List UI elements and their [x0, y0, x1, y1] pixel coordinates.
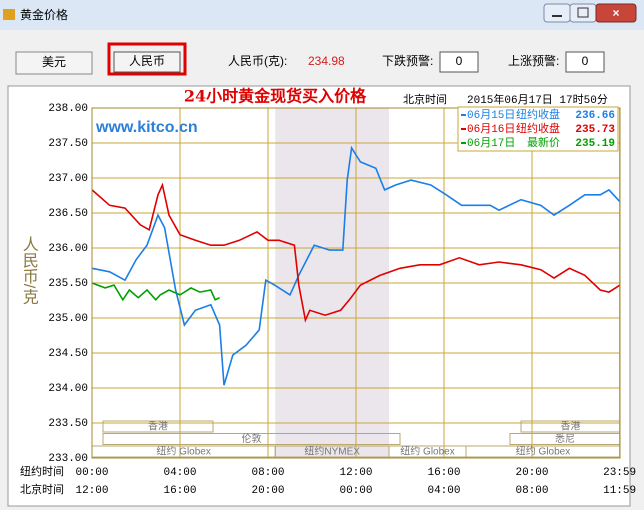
x-tick-label: 23:59 [603, 467, 636, 479]
minimize-button[interactable] [543, 3, 571, 23]
app-icon [3, 9, 15, 20]
session-label: 纽约 Globex [400, 445, 454, 458]
x2-tick-label: 04:00 [427, 485, 460, 497]
price-line [91, 282, 220, 302]
plot-frame [91, 107, 621, 459]
up-alert-value: 0 [582, 54, 589, 68]
legend-name: 06月15日 [467, 109, 515, 122]
close-button[interactable] [595, 3, 637, 23]
legend-label: 纽约收盘 [516, 107, 560, 122]
legend-name: 06月16日 [467, 123, 515, 136]
maximize-icon [577, 7, 589, 18]
session-label: 香港 [561, 421, 581, 433]
y-axis-label: 人民币/克 [20, 236, 39, 306]
y-tick-label: 235.00 [48, 313, 88, 325]
y-tick-label: 235.50 [48, 278, 88, 290]
y-tick-label: 238.00 [48, 103, 88, 115]
y-tick-label: 236.00 [48, 243, 88, 255]
x2-tick-label: 20:00 [251, 485, 284, 497]
usd-button[interactable] [15, 51, 93, 75]
session-label: 纽约 Globex [516, 445, 570, 458]
y-tick-label: 234.50 [48, 348, 88, 360]
close-icon: × [612, 6, 619, 20]
x-tick-label: 16:00 [427, 467, 460, 479]
legend-box [457, 106, 619, 152]
legend-label: 最新价 [527, 135, 560, 150]
x2-tick-label: 11:59 [603, 485, 636, 497]
x2-row-label: 北京时间 [20, 482, 64, 497]
legend-last-value: 235.73 [575, 124, 615, 136]
x-tick-label: 12:00 [339, 467, 372, 479]
x-row-label: 纽约时间 [20, 464, 64, 479]
x2-tick-label: 00:00 [339, 485, 372, 497]
maximize-button[interactable] [569, 3, 597, 23]
legend-last-value: 236.66 [575, 110, 615, 122]
y-tick-label: 233.00 [48, 453, 88, 465]
cny-button[interactable] [113, 51, 181, 73]
x2-tick-label: 08:00 [515, 485, 548, 497]
session-label: 纽约NYMEX [304, 445, 360, 458]
y-tick-label: 236.50 [48, 208, 88, 220]
x-tick-label: 00:00 [75, 467, 108, 479]
down-alert-label: 下跌预警: [382, 53, 433, 68]
x2-tick-label: 16:00 [163, 485, 196, 497]
legend-last-value: 235.19 [575, 138, 615, 150]
chart-title: 24小时黄金现货买入价格 [184, 87, 367, 106]
plot: 233.00 233.50 234.00 234.50 235.00 235.50 236.… [48, 103, 636, 497]
usd-button-label: 美元 [42, 55, 66, 69]
down-alert-value: 0 [456, 54, 463, 68]
session-label: 纽约 Globex [156, 445, 210, 458]
up-alert-label: 上涨预警: [508, 53, 559, 68]
time-label: 北京时间 [403, 92, 447, 107]
timestamp: 2015年06月17日 17时50分 [467, 92, 608, 107]
watermark: www.kitco.cn [95, 119, 198, 136]
price-value: 234.98 [308, 54, 345, 68]
session-band [102, 420, 214, 433]
session-label: 伦敦 [242, 432, 262, 445]
session-band [102, 433, 401, 445]
session-label: 悉尼 [555, 433, 575, 445]
price-line [91, 182, 621, 323]
x-tick-label: 08:00 [251, 467, 284, 479]
x-tick-label: 20:00 [515, 467, 548, 479]
window-title: 黄金价格 [20, 7, 68, 22]
title-bar [0, 0, 644, 30]
price-label: 人民币(克): [228, 54, 287, 68]
cny-button-label: 人民币 [129, 54, 165, 68]
legend-name: 06月17日 [467, 137, 515, 150]
y-tick-label: 234.00 [48, 383, 88, 395]
up-alert-input[interactable] [565, 51, 605, 73]
y-tick-label: 237.50 [48, 138, 88, 150]
price-line [91, 145, 621, 386]
y-tick-label: 233.50 [48, 418, 88, 430]
session-label: 香港 [148, 421, 168, 433]
selected-highlight [107, 42, 187, 76]
down-alert-input[interactable] [439, 51, 479, 73]
y-tick-label: 237.00 [48, 173, 88, 185]
legend-label: 纽约收盘 [516, 121, 560, 136]
x2-tick-label: 12:00 [75, 485, 108, 497]
x-tick-label: 04:00 [163, 467, 196, 479]
